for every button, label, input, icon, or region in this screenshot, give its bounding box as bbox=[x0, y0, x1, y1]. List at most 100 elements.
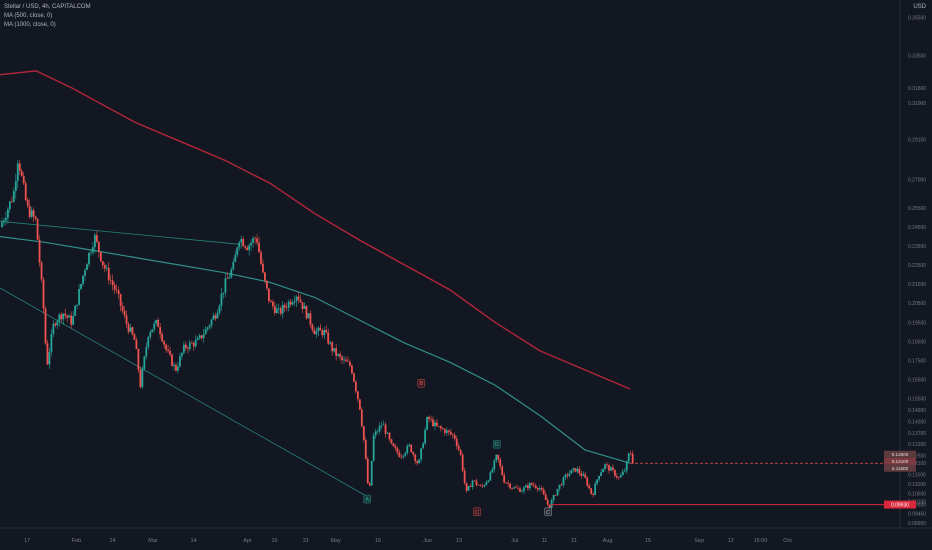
candle-body bbox=[566, 474, 569, 476]
candle-body bbox=[497, 454, 500, 460]
candle-body bbox=[246, 247, 249, 251]
y-tick-label: 0.14300 bbox=[908, 419, 926, 425]
y-tick-label: 0.21500 bbox=[908, 282, 926, 288]
candle-body bbox=[236, 247, 239, 255]
candle-body bbox=[390, 439, 393, 444]
candle-body bbox=[88, 252, 90, 265]
candle-body bbox=[145, 346, 148, 357]
candle-body bbox=[354, 381, 357, 392]
candle-body bbox=[610, 467, 612, 471]
candle-body bbox=[368, 483, 371, 486]
candle-body bbox=[360, 409, 363, 427]
candle-body bbox=[125, 315, 128, 324]
x-tick-label: 21 bbox=[571, 538, 577, 544]
candle-body bbox=[24, 183, 27, 201]
candle-body bbox=[523, 487, 525, 492]
candle-body bbox=[291, 302, 294, 305]
wave-marker-b bbox=[417, 379, 425, 388]
candle-body bbox=[353, 373, 355, 382]
y-tick-label: 0.24500 bbox=[908, 225, 926, 231]
candle-body bbox=[184, 344, 187, 348]
candle-body bbox=[578, 468, 581, 474]
candle-body bbox=[165, 344, 167, 350]
candle-body bbox=[436, 422, 438, 427]
wave-label-c: C bbox=[475, 510, 479, 516]
candle-body bbox=[358, 399, 361, 410]
candle-body bbox=[538, 488, 541, 490]
candle-body bbox=[194, 340, 197, 347]
candle-body bbox=[18, 163, 21, 171]
candle-body bbox=[52, 323, 55, 334]
x-tick-label: Mar bbox=[148, 538, 158, 544]
candle-body bbox=[12, 191, 15, 202]
x-tick-label: 13 bbox=[456, 538, 462, 544]
candle-body bbox=[30, 210, 33, 218]
candle-body bbox=[283, 304, 286, 308]
candle-body bbox=[550, 500, 553, 508]
candle-body bbox=[186, 347, 189, 349]
candle-body bbox=[612, 467, 614, 470]
candle-body bbox=[107, 267, 110, 281]
candle-body bbox=[461, 454, 464, 471]
candle-body bbox=[38, 239, 41, 263]
candle-body bbox=[204, 328, 207, 335]
candle-body bbox=[414, 454, 417, 462]
candle-body bbox=[200, 335, 203, 339]
axis-price-tag-label: 0.11500 bbox=[892, 466, 909, 471]
candle-body bbox=[127, 323, 130, 332]
candle-body bbox=[366, 458, 369, 484]
candle-body bbox=[293, 301, 296, 303]
candle-body bbox=[568, 473, 571, 476]
candle-body bbox=[68, 315, 71, 318]
x-tick-label: May bbox=[331, 538, 342, 544]
y-tick-label: 0.13700 bbox=[908, 431, 926, 437]
candle-body bbox=[554, 495, 557, 496]
candle-body bbox=[602, 468, 604, 473]
candle-body bbox=[248, 245, 251, 251]
candle-body bbox=[34, 216, 37, 219]
candle-body bbox=[157, 319, 160, 327]
candle-body bbox=[588, 485, 591, 489]
candle-body bbox=[574, 468, 577, 472]
candle-body bbox=[84, 270, 86, 276]
candle-body bbox=[592, 493, 595, 495]
candle-body bbox=[530, 483, 533, 485]
candle-body bbox=[28, 205, 31, 218]
candle-body bbox=[398, 452, 401, 457]
candle-body bbox=[175, 364, 177, 371]
y-tick-label: 0.35500 bbox=[908, 16, 926, 22]
candle-body bbox=[192, 342, 195, 347]
candle-body bbox=[295, 296, 298, 302]
candle-body bbox=[226, 278, 229, 279]
candle-body bbox=[499, 459, 502, 467]
candle-body bbox=[384, 424, 387, 434]
candle-body bbox=[240, 239, 243, 243]
candle-body bbox=[210, 319, 213, 326]
candle-body bbox=[491, 469, 494, 473]
ma500-legend[interactable]: MA (500, close, 0) bbox=[4, 13, 53, 19]
wave-marker-a bbox=[363, 494, 371, 504]
x-tick-label: 16 bbox=[375, 538, 381, 544]
candle-body bbox=[582, 474, 585, 476]
candle-body bbox=[115, 289, 118, 291]
candle-body bbox=[370, 460, 373, 486]
ma1000-legend[interactable]: MA (1000, close, 0) bbox=[4, 22, 56, 28]
y-tick-label: 0.20500 bbox=[908, 301, 926, 307]
candle-body bbox=[129, 327, 132, 332]
candle-body bbox=[173, 364, 175, 366]
candle-body bbox=[515, 487, 517, 489]
candle-body bbox=[629, 453, 632, 455]
candle-body bbox=[216, 312, 219, 319]
candle-body bbox=[70, 315, 73, 325]
candle-body bbox=[457, 445, 460, 450]
candle-body bbox=[586, 477, 589, 486]
candle-body bbox=[606, 464, 608, 466]
candle-body bbox=[103, 265, 106, 269]
y-tick-label: 0.17500 bbox=[908, 358, 926, 364]
candle-body bbox=[576, 468, 579, 472]
candle-body bbox=[424, 429, 426, 444]
candle-body bbox=[455, 438, 458, 446]
wave-marker-c bbox=[473, 507, 481, 517]
candle-body bbox=[376, 431, 379, 432]
